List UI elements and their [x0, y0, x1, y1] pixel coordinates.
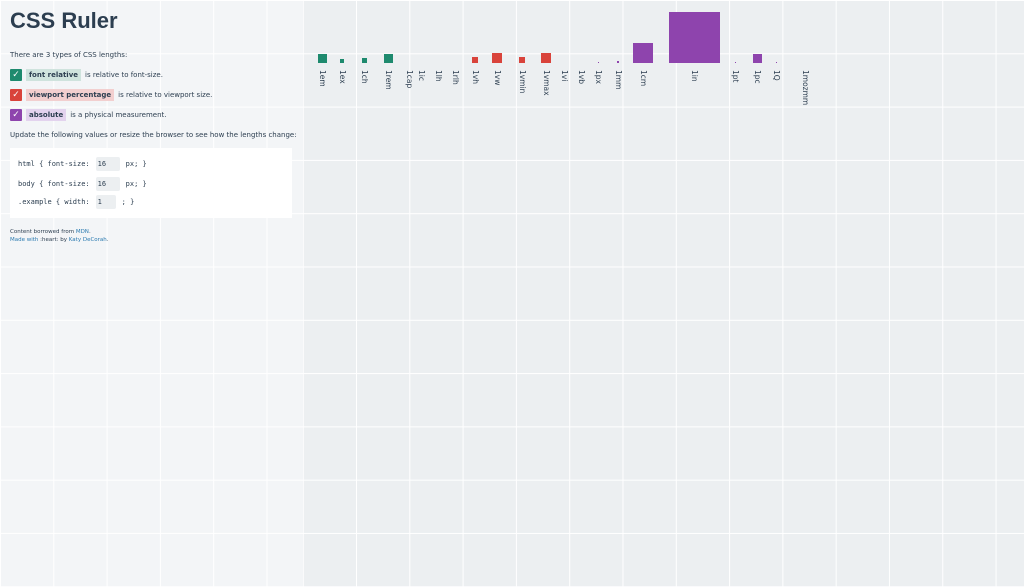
unit-square	[492, 53, 502, 63]
code: ; }	[121, 198, 135, 206]
unit-label: 1mm	[614, 70, 623, 90]
unit-label: 1px	[594, 70, 603, 84]
ruler-area	[303, 0, 1024, 587]
unit-label: 1vh	[471, 70, 480, 84]
type-row: ✓ absolute is a physical measurement.	[10, 109, 167, 121]
code: html { font-size:	[18, 160, 90, 168]
input[interactable]: 16	[95, 157, 120, 171]
unit-square	[775, 62, 777, 63]
intro: There are 3 types of CSS lengths:	[10, 51, 128, 59]
unit-label: 1ch	[360, 70, 369, 84]
input[interactable]: 16	[95, 177, 120, 191]
code: px; }	[125, 160, 147, 168]
unit-label: 1ic	[417, 70, 426, 81]
unit-label: 1cap	[405, 70, 414, 89]
code-box: html { font-size: 16 px; } body { font-siz…	[10, 148, 292, 218]
unit-label: 1cm	[639, 70, 648, 87]
sidebar: CSS Ruler There are 3 types of CSS lengt…	[0, 0, 303, 587]
type-label: font relative	[26, 69, 81, 81]
unit-label: 1pt	[731, 70, 740, 83]
unit-label: 1Q	[772, 70, 781, 81]
unit-label: 1vi	[560, 70, 569, 82]
unit-label: 1pc	[753, 70, 762, 84]
link[interactable]: Katy DeCorah	[68, 237, 107, 243]
text: .	[88, 229, 91, 235]
code-line: html { font-size: 16 px; }	[18, 157, 147, 171]
unit-label: 1rlh	[451, 70, 460, 85]
unit-square	[668, 12, 720, 63]
type-text: is relative to font-size.	[85, 71, 163, 79]
code-line: body { font-size: 16 px; }	[18, 177, 147, 191]
unit-label: 1vb	[577, 70, 586, 84]
unit-square	[617, 61, 619, 63]
code: body { font-size:	[18, 180, 90, 188]
unit-square	[734, 62, 736, 63]
unit-square	[472, 57, 478, 63]
update-text: Update the following values or resize th…	[10, 131, 297, 139]
unit-label: 1in	[690, 70, 699, 82]
unit-label: 1lh	[434, 70, 443, 82]
type-label: absolute	[26, 109, 67, 121]
footer-line: Content borrowed from MDN.	[10, 229, 91, 235]
type-text: is a physical measurement.	[70, 111, 167, 119]
text: :heart:	[40, 237, 59, 243]
code-line: .example { width: 1 ; }	[18, 195, 134, 209]
unit-square	[519, 57, 525, 63]
unit-label: 1em	[318, 70, 327, 87]
type-label: viewport percentage	[26, 89, 115, 101]
unit-label: 1rem	[384, 70, 393, 90]
link[interactable]: MDN	[75, 229, 89, 235]
input[interactable]: 1	[95, 195, 116, 209]
footer-line: Made with :heart: by Katy DeCorah.	[10, 237, 109, 243]
unit-label: 1vw	[493, 70, 502, 86]
unit-square	[383, 54, 393, 63]
unit-square	[597, 62, 599, 63]
unit-square	[317, 54, 327, 63]
unit-square	[541, 53, 551, 63]
text: by	[60, 237, 68, 243]
unit-square	[752, 54, 762, 63]
code: px; }	[125, 180, 147, 188]
unit-square	[340, 59, 344, 63]
unit-square	[361, 58, 367, 63]
text: Content borrowed from	[10, 229, 75, 235]
unit-label: 1ex	[338, 70, 347, 84]
title: CSS Ruler	[10, 8, 118, 33]
code: .example { width:	[18, 198, 90, 206]
unit-label: 1vmin	[518, 70, 527, 94]
unit-label: 1vmax	[542, 70, 551, 96]
checkbox[interactable]: ✓	[10, 89, 22, 101]
type-row: ✓ font relative is relative to font-size.	[10, 69, 163, 81]
type-text: is relative to viewport size.	[118, 91, 213, 99]
unit-square	[633, 43, 653, 63]
text: .	[106, 237, 109, 243]
unit-label: 1mozmm	[801, 70, 810, 106]
type-row: ✓ viewport percentage is relative to viewp…	[10, 89, 212, 101]
link[interactable]: Made with	[10, 237, 39, 243]
checkbox[interactable]: ✓	[10, 109, 22, 121]
checkbox[interactable]: ✓	[10, 69, 22, 81]
